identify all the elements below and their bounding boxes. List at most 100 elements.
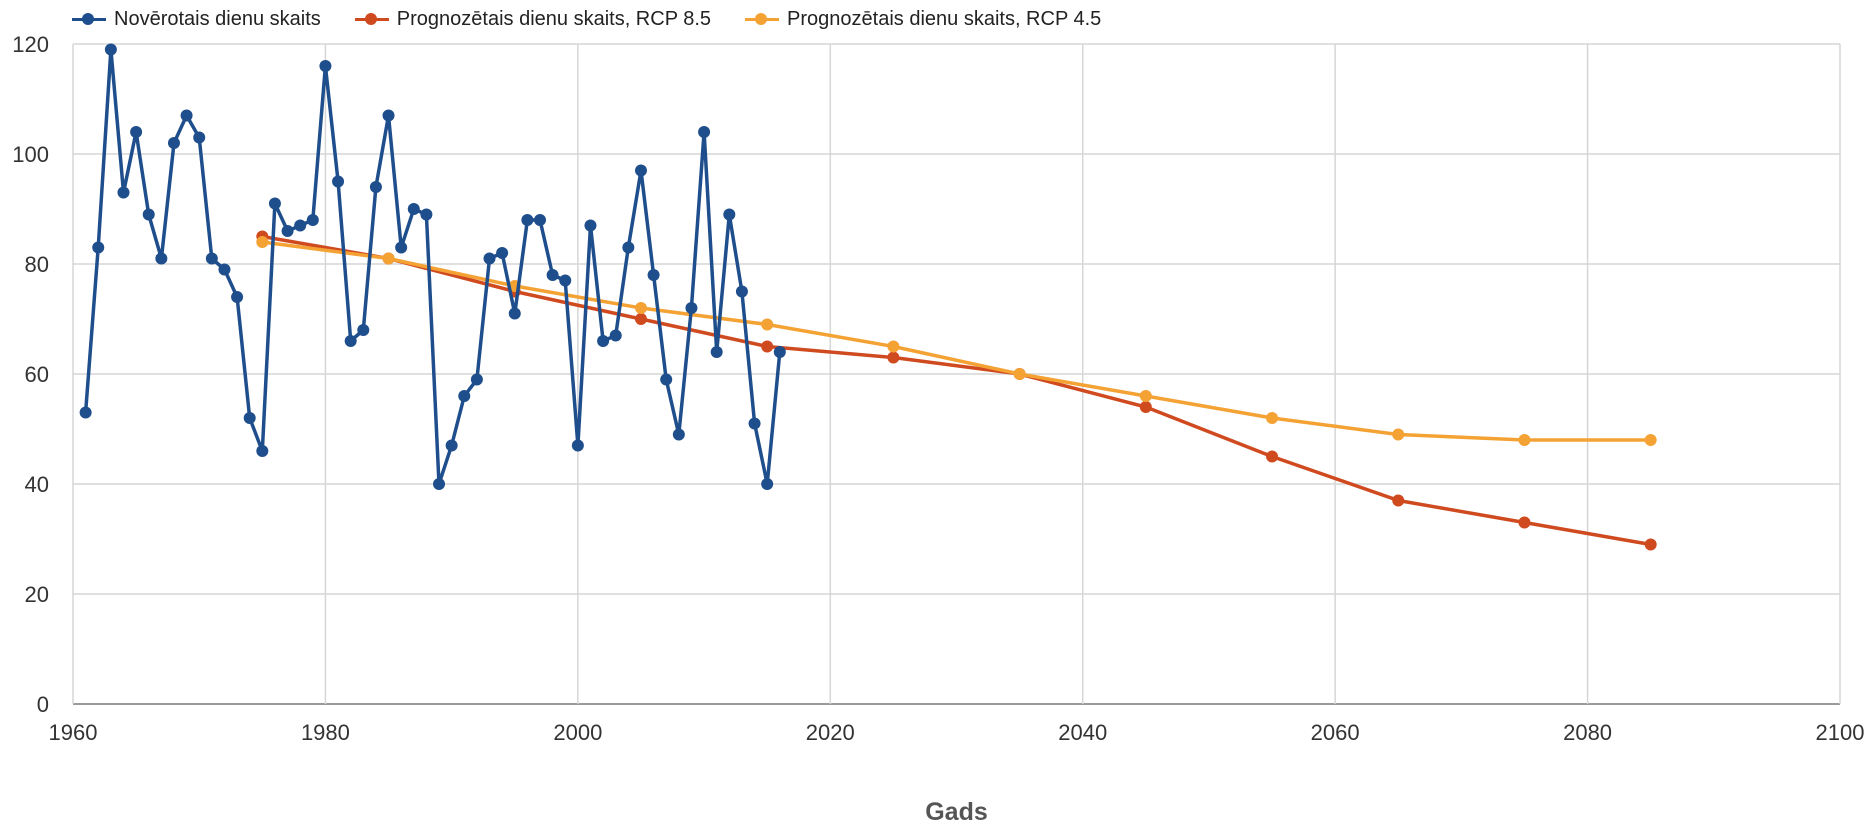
data-point-0-1984[interactable] — [369, 181, 382, 193]
data-point-0-1970[interactable] — [193, 131, 206, 144]
legend-label-rcp45: Prognozētais dienu skaits, RCP 4.5 — [787, 7, 1102, 30]
data-point-1-2015[interactable] — [761, 340, 774, 353]
series-0 — [79, 43, 786, 490]
data-point-0-1963[interactable] — [104, 43, 117, 56]
data-point-1-2005[interactable] — [634, 313, 647, 325]
data-point-0-2016[interactable] — [773, 346, 786, 358]
x-tick-label-1980: 1980 — [301, 720, 350, 745]
data-point-2-2035[interactable] — [1013, 368, 1026, 380]
data-point-0-1975[interactable] — [256, 445, 269, 457]
data-point-0-2004[interactable] — [622, 241, 635, 254]
data-point-0-2007[interactable] — [660, 373, 673, 386]
x-tick-label-2000: 2000 — [553, 720, 602, 745]
y-tick-label-20: 20 — [25, 582, 49, 607]
data-point-0-2008[interactable] — [672, 428, 685, 441]
data-point-0-1987[interactable] — [407, 203, 420, 215]
data-point-0-1998[interactable] — [546, 269, 559, 281]
data-point-0-1980[interactable] — [319, 60, 332, 72]
data-point-0-1989[interactable] — [433, 478, 446, 490]
data-series — [79, 43, 1657, 551]
data-point-0-1969[interactable] — [180, 109, 193, 122]
data-point-0-1986[interactable] — [395, 241, 408, 254]
data-point-1-2085[interactable] — [1644, 538, 1657, 551]
data-point-0-1988[interactable] — [420, 208, 433, 221]
x-tick-label-2080: 2080 — [1563, 720, 1612, 745]
data-point-0-1977[interactable] — [281, 225, 294, 237]
data-point-2-2075[interactable] — [1518, 434, 1531, 446]
data-point-2-1985[interactable] — [382, 252, 395, 265]
data-point-0-1990[interactable] — [445, 439, 458, 452]
data-point-0-2015[interactable] — [761, 478, 774, 490]
y-tick-label-40: 40 — [25, 472, 49, 497]
data-point-0-1974[interactable] — [243, 412, 256, 424]
data-point-2-2085[interactable] — [1644, 434, 1657, 446]
data-point-0-2011[interactable] — [710, 346, 723, 358]
data-point-0-1965[interactable] — [130, 126, 143, 138]
data-point-0-2014[interactable] — [748, 417, 761, 430]
data-point-0-1976[interactable] — [268, 197, 281, 210]
data-point-2-2025[interactable] — [887, 340, 900, 353]
data-point-0-2009[interactable] — [685, 302, 698, 314]
data-point-0-1972[interactable] — [218, 263, 231, 276]
data-point-0-1961[interactable] — [79, 406, 92, 419]
data-point-1-2075[interactable] — [1518, 516, 1531, 529]
data-point-2-2015[interactable] — [761, 318, 774, 331]
data-point-0-1993[interactable] — [483, 252, 496, 265]
legend-item-observed[interactable]: Novērotais dienu skaits — [72, 8, 321, 31]
y-tick-label-120: 120 — [12, 32, 49, 57]
data-point-1-2045[interactable] — [1139, 401, 1152, 413]
x-tick-label-1960: 1960 — [49, 720, 98, 745]
y-tick-label-60: 60 — [25, 362, 49, 387]
legend-label-observed: Novērotais dienu skaits — [114, 7, 321, 30]
data-point-0-1982[interactable] — [344, 335, 357, 347]
data-point-0-1999[interactable] — [559, 274, 572, 287]
data-point-0-2005[interactable] — [634, 164, 647, 177]
data-point-0-1966[interactable] — [142, 208, 155, 221]
data-point-0-1962[interactable] — [92, 241, 105, 254]
data-point-0-1997[interactable] — [533, 214, 546, 226]
data-point-0-1971[interactable] — [205, 252, 218, 265]
data-point-0-1973[interactable] — [231, 291, 244, 303]
data-point-0-1978[interactable] — [294, 219, 307, 232]
data-point-0-1981[interactable] — [332, 175, 345, 188]
data-point-1-2055[interactable] — [1266, 450, 1279, 463]
y-tick-label-0: 0 — [37, 692, 49, 717]
data-point-0-2006[interactable] — [647, 269, 660, 281]
data-point-0-2002[interactable] — [597, 335, 610, 347]
data-point-0-1994[interactable] — [496, 247, 509, 259]
series-line-2 — [262, 240, 1651, 442]
chart-legend: Novērotais dienu skaits Prognozētais die… — [72, 4, 1135, 34]
data-point-0-2013[interactable] — [735, 285, 748, 298]
data-point-1-2025[interactable] — [887, 351, 900, 364]
series-line-1 — [261, 234, 1652, 547]
data-point-0-2012[interactable] — [723, 208, 736, 221]
legend-item-rcp85[interactable]: Prognozētais dienu skaits, RCP 8.5 — [354, 7, 712, 31]
data-point-2-2065[interactable] — [1392, 428, 1405, 441]
data-point-0-1996[interactable] — [521, 214, 534, 226]
data-point-2-2005[interactable] — [634, 302, 647, 314]
data-point-0-1983[interactable] — [357, 324, 370, 336]
data-point-0-1985[interactable] — [382, 109, 395, 122]
legend-item-rcp45[interactable]: Prognozētais dienu skaits, RCP 4.5 — [745, 8, 1101, 31]
legend-label-rcp85: Prognozētais dienu skaits, RCP 8.5 — [396, 7, 712, 30]
data-point-0-1995[interactable] — [508, 307, 521, 320]
y-tick-label-100: 100 — [12, 142, 49, 167]
data-point-0-2010[interactable] — [698, 126, 711, 138]
legend-swatch-rcp85 — [354, 12, 389, 26]
grid-lines — [72, 43, 1841, 705]
data-point-0-1964[interactable] — [117, 186, 130, 199]
data-point-2-2055[interactable] — [1266, 412, 1279, 424]
data-point-0-2000[interactable] — [571, 439, 584, 452]
data-point-0-1979[interactable] — [306, 214, 319, 226]
data-point-0-1968[interactable] — [167, 137, 180, 149]
data-point-0-2003[interactable] — [609, 329, 622, 342]
data-point-2-1975[interactable] — [256, 236, 269, 248]
data-point-0-1992[interactable] — [470, 373, 483, 386]
data-point-0-1991[interactable] — [458, 390, 471, 402]
data-point-2-2045[interactable] — [1139, 390, 1152, 402]
data-point-0-1967[interactable] — [155, 252, 168, 265]
data-point-0-2001[interactable] — [584, 219, 597, 232]
data-point-1-2065[interactable] — [1392, 494, 1405, 507]
